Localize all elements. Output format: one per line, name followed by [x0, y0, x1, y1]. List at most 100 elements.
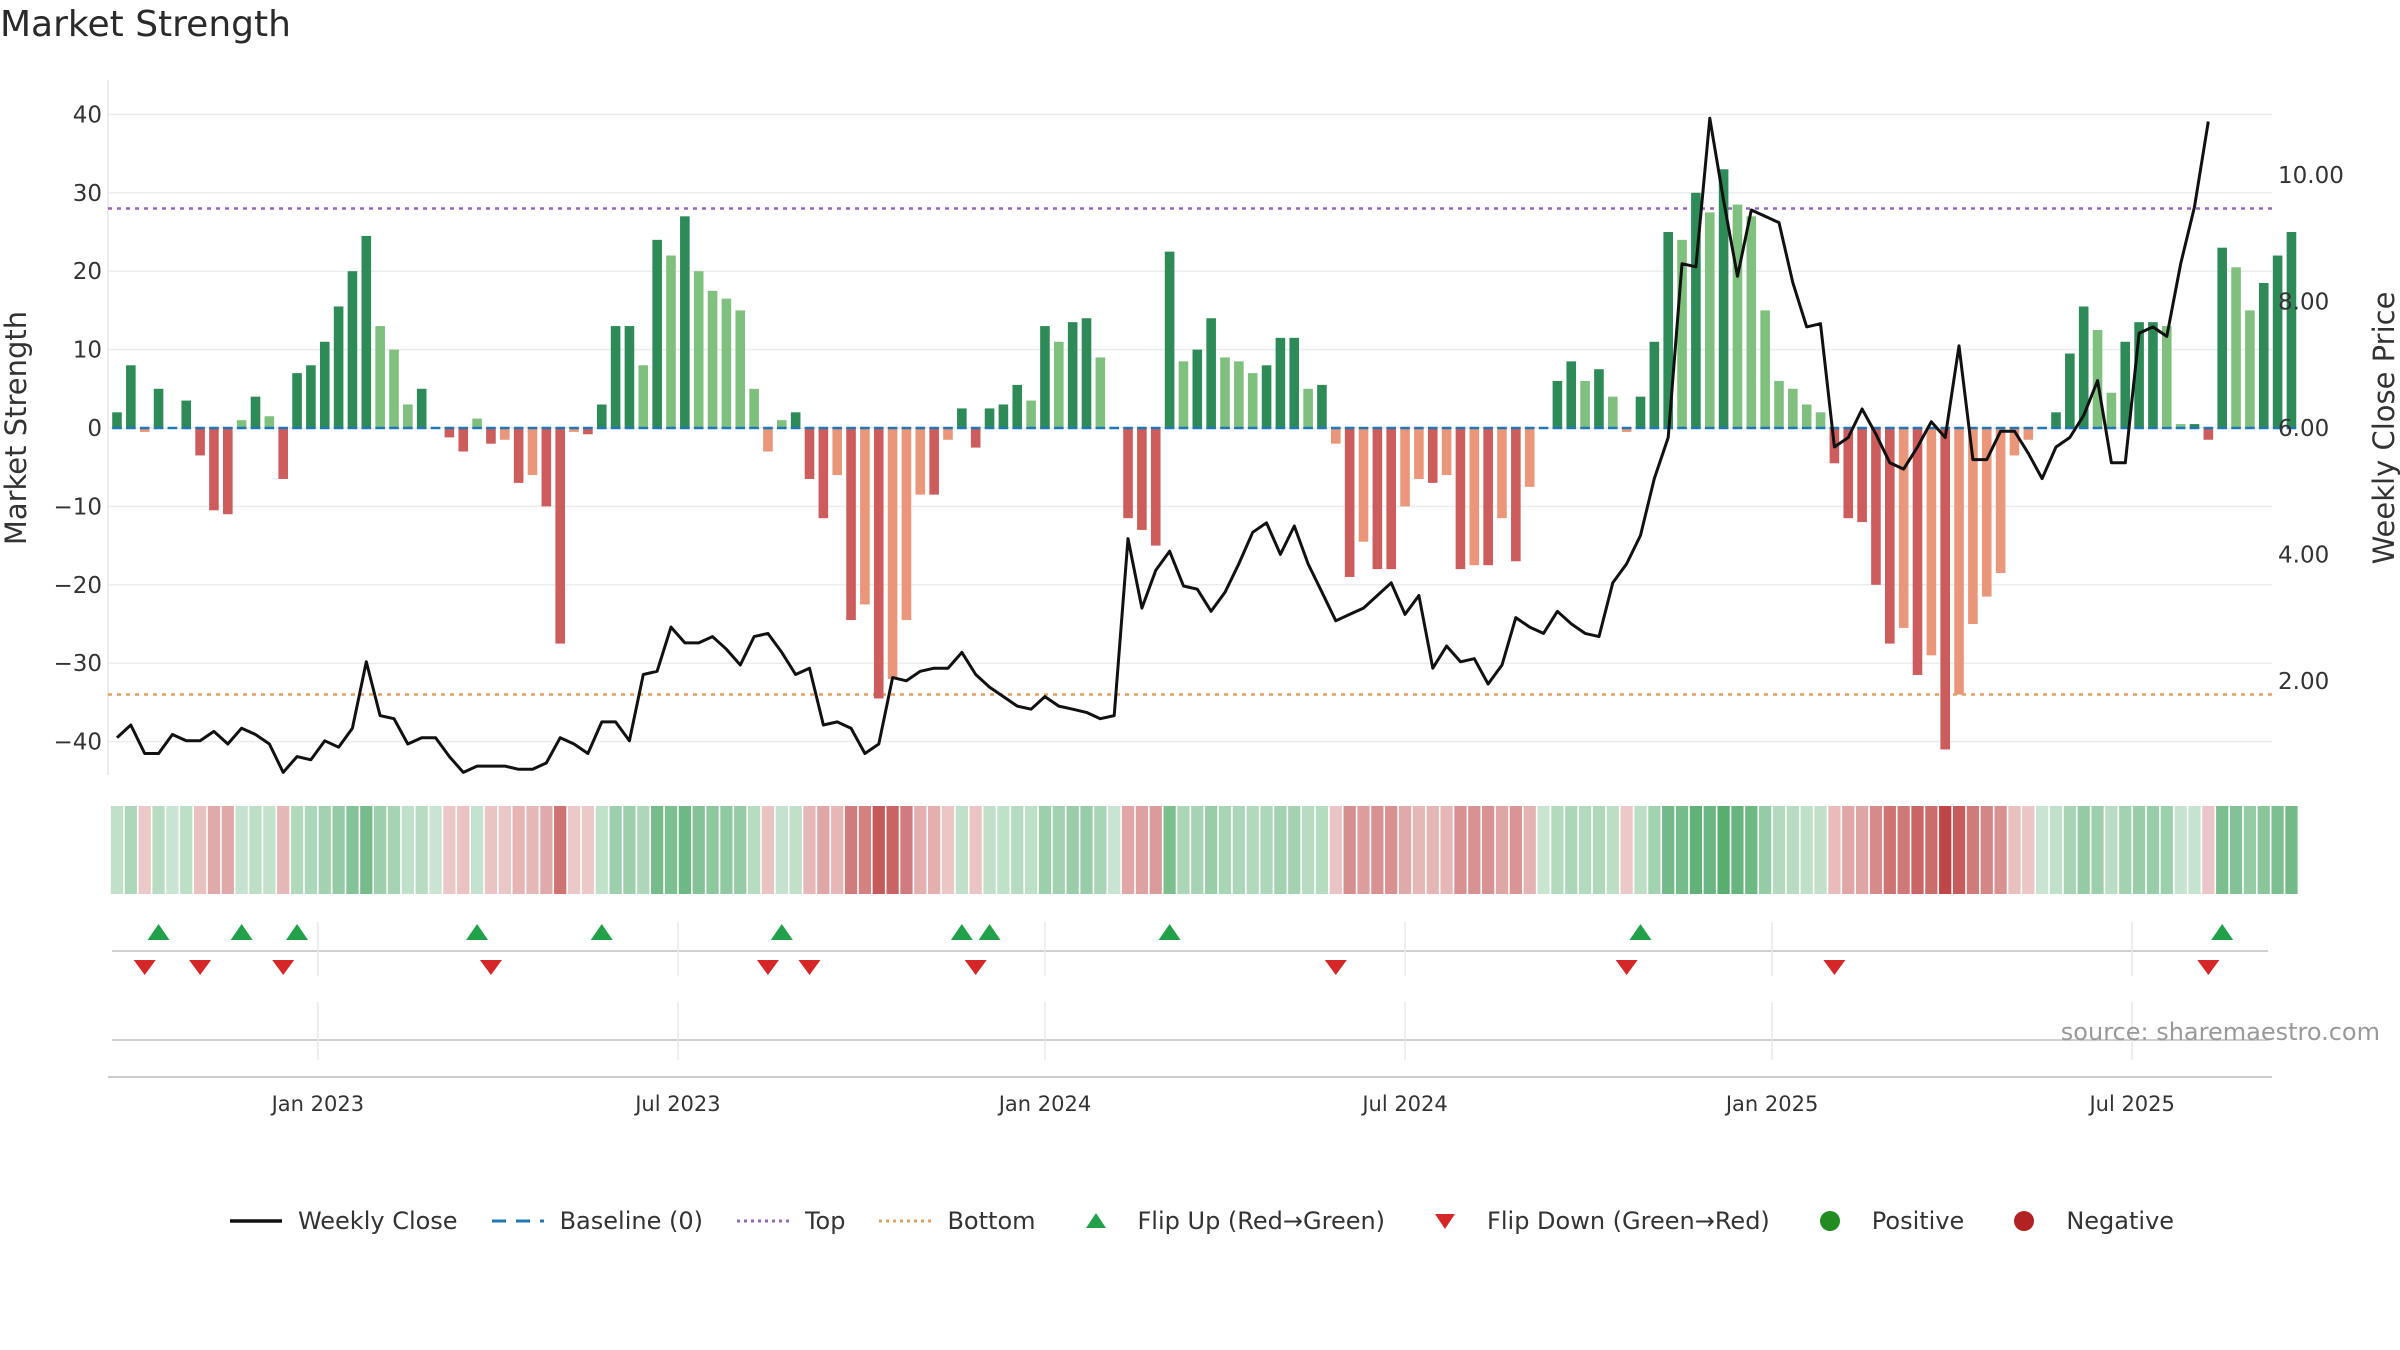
heat-cell: [1218, 806, 1232, 894]
heat-cell: [1939, 806, 1952, 894]
heat-cell: [1371, 806, 1384, 894]
chart-title: Market Strength: [0, 4, 291, 45]
heat-cell: [1675, 806, 1689, 894]
strength-bar: [541, 428, 552, 507]
strength-bar: [832, 428, 842, 476]
legend-label: Top: [804, 1207, 846, 1235]
heat-cell: [955, 806, 968, 894]
heat-cell: [1038, 806, 1052, 894]
strength-bar: [1164, 251, 1175, 428]
heat-cell: [651, 806, 664, 894]
heat-cell: [443, 806, 456, 894]
heat-cell: [2257, 806, 2270, 894]
y-tick-label: 20: [73, 259, 102, 285]
strength-bar: [250, 396, 261, 428]
strength-bar: [1857, 428, 1867, 523]
y2-tick-label: 2.00: [2278, 669, 2329, 695]
heat-cell: [263, 806, 276, 894]
heat-cell: [831, 806, 844, 894]
strength-bar: [1095, 357, 1106, 428]
strength-bar: [583, 428, 593, 435]
y-tick-label: 0: [87, 416, 102, 442]
strength-bar: [1054, 341, 1064, 428]
strength-bars: [112, 169, 2297, 750]
strength-bar: [1871, 428, 1881, 585]
strength-bar: [1746, 216, 1757, 428]
heat-cell: [1121, 806, 1135, 894]
strength-bar: [1414, 428, 1424, 479]
strength-bar: [652, 239, 662, 428]
heat-cell: [124, 806, 137, 894]
strength-bar: [1081, 318, 1092, 428]
heat-cell: [775, 806, 788, 894]
strength-bar: [278, 428, 288, 479]
strength-bar: [1815, 412, 1826, 428]
strength-bar: [1981, 428, 1992, 597]
heat-cell: [706, 806, 719, 894]
heat-cell: [1177, 806, 1190, 894]
strength-bar: [1580, 380, 1590, 428]
heat-cell: [152, 806, 165, 894]
strength-bar: [721, 298, 732, 428]
legend-marker: [1819, 1211, 1840, 1231]
strength-bar: [2023, 428, 2034, 440]
x-tick-label: Jul 2024: [1360, 1092, 1447, 1116]
x-tick-label: Jul 2025: [2087, 1092, 2174, 1116]
strength-bar: [2231, 267, 2241, 428]
strength-bar: [693, 271, 704, 428]
heat-cell: [1094, 806, 1107, 894]
heat-cell: [332, 806, 345, 894]
strength-bar: [1234, 361, 1244, 428]
strength-bar: [347, 271, 358, 428]
flip-down-marker: [189, 960, 212, 975]
heat-cell: [360, 806, 373, 894]
strength-bar: [1995, 428, 2006, 574]
heat-cell: [193, 806, 207, 894]
heat-cell: [1551, 806, 1564, 894]
flip-up-marker: [1158, 924, 1181, 940]
heat-cell: [1828, 806, 1841, 894]
y-tick-label: −20: [53, 573, 102, 599]
heat-cell: [512, 806, 525, 894]
heat-cell: [1412, 806, 1426, 894]
heat-cell: [1662, 806, 1675, 894]
heat-cell: [540, 806, 553, 894]
heat-cell: [1578, 806, 1592, 894]
strength-bar: [403, 404, 413, 428]
y-tick-label: −30: [53, 651, 102, 677]
strength-bar: [126, 365, 136, 428]
heat-cell: [415, 806, 428, 894]
strength-bar: [873, 428, 884, 699]
heat-cell: [1343, 806, 1356, 894]
strength-bar: [1843, 428, 1854, 519]
strength-bar: [333, 306, 344, 428]
strength-bar: [472, 418, 482, 428]
heat-cell: [623, 806, 636, 894]
strength-bar: [1261, 365, 1272, 428]
heat-cell: [1842, 806, 1855, 894]
heat-cell: [858, 806, 872, 894]
strength-bar: [929, 428, 939, 495]
source-note: source: sharemaestro.com: [2061, 1018, 2380, 1046]
strength-bar: [1344, 428, 1355, 577]
heat-cell: [180, 806, 193, 894]
heat-cell: [1011, 806, 1024, 894]
strength-bar: [901, 428, 912, 621]
strength-bar: [2272, 255, 2283, 428]
flip_up-legend-icon: [1085, 1213, 1106, 1228]
flip-down-marker: [2197, 960, 2220, 975]
strength-bar: [500, 428, 510, 440]
heat-cell: [554, 806, 567, 894]
strength-bar: [1386, 428, 1396, 570]
x-axis: Jan 2023 Jul 2023 Jan 2024 Jul 2024 Jan 2025…: [108, 922, 2272, 1116]
heat-cell: [1565, 806, 1578, 894]
strength-bar: [777, 420, 787, 428]
strength-bar: [1331, 428, 1341, 444]
heat-cell: [1869, 806, 1883, 894]
y2-tick-label: 4.00: [2278, 542, 2329, 568]
flip-down-marker: [798, 960, 821, 975]
strength-bar: [610, 326, 621, 428]
heat-cell: [2008, 806, 2021, 894]
heat-cell: [2105, 806, 2118, 894]
